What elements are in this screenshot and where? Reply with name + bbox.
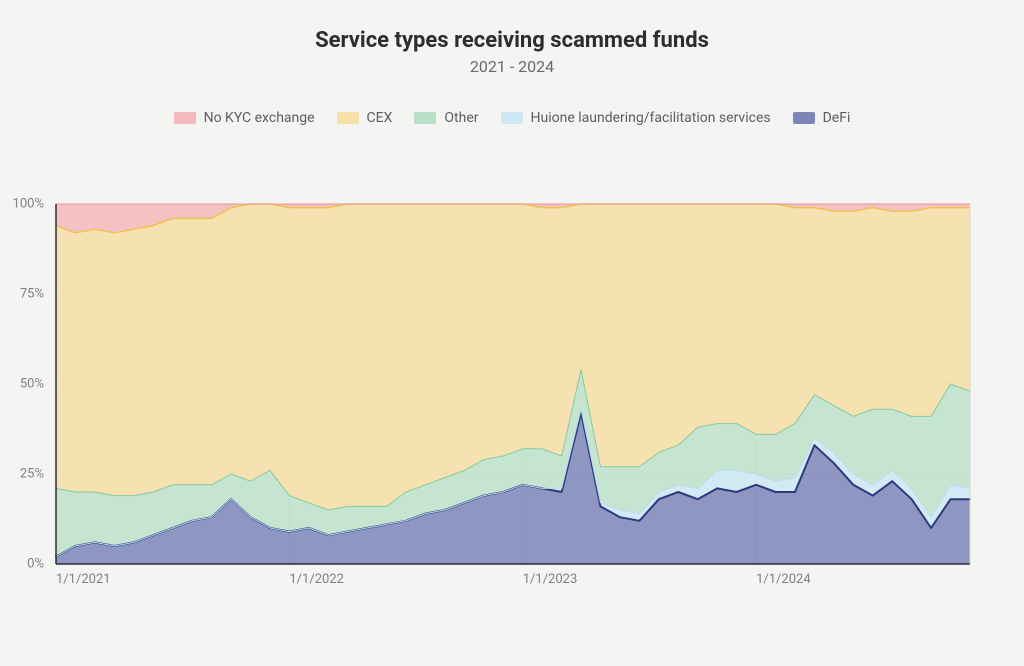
- chart-title: Service types receiving scammed funds: [0, 28, 1024, 53]
- x-tick-label: 1/1/2024: [756, 572, 811, 587]
- x-tick-label: 1/1/2021: [56, 572, 111, 587]
- legend-swatch-defi: [793, 112, 815, 124]
- legend: No KYC exchange CEX Other Huione laundering…: [0, 110, 1024, 126]
- legend-swatch-other: [414, 112, 436, 124]
- legend-label-nokyc: No KYC exchange: [204, 110, 315, 126]
- legend-item-nokyc: No KYC exchange: [174, 110, 315, 126]
- legend-swatch-huione: [501, 112, 523, 124]
- legend-item-other: Other: [414, 110, 478, 126]
- y-tick-label: 25%: [20, 467, 44, 482]
- y-tick-label: 100%: [13, 197, 44, 212]
- legend-label-other: Other: [444, 110, 478, 126]
- x-tick-label: 1/1/2023: [523, 572, 578, 587]
- legend-item-huione: Huione laundering/facilitation services: [501, 110, 771, 126]
- x-tick-label: 1/1/2022: [289, 572, 344, 587]
- legend-label-cex: CEX: [367, 110, 393, 126]
- legend-swatch-cex: [337, 112, 359, 124]
- legend-label-huione: Huione laundering/facilitation services: [531, 110, 771, 126]
- legend-swatch-nokyc: [174, 112, 196, 124]
- plot-area: [56, 204, 970, 564]
- x-axis: 1/1/2021 1/1/2022 1/1/2023 1/1/2024: [56, 572, 970, 592]
- legend-item-defi: DeFi: [793, 110, 851, 126]
- legend-item-cex: CEX: [337, 110, 393, 126]
- y-axis: 0%25%50%75%100%: [0, 204, 50, 564]
- y-tick-label: 75%: [20, 287, 44, 302]
- legend-label-defi: DeFi: [823, 110, 851, 126]
- y-tick-label: 0%: [27, 557, 44, 572]
- y-tick-label: 50%: [20, 377, 44, 392]
- chart-subtitle: 2021 - 2024: [0, 57, 1024, 76]
